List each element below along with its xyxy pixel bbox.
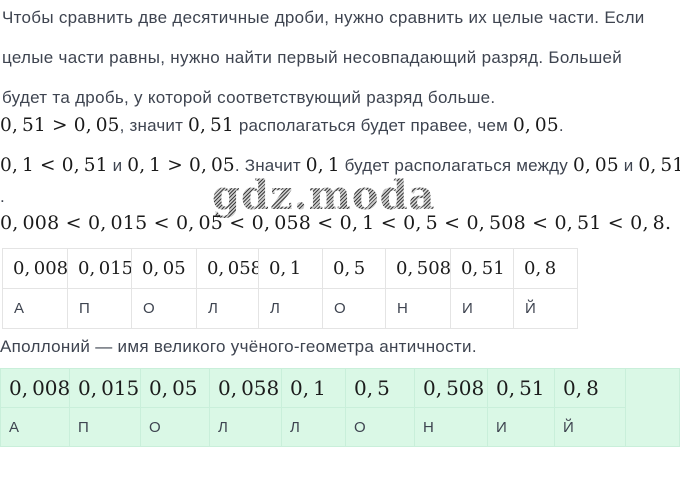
letter-cell: П bbox=[69, 407, 141, 447]
math-fragment: 0, 51 > 0, 05 bbox=[0, 115, 120, 136]
text-fragment: . bbox=[0, 187, 5, 206]
math-statement-wrap-dot: . bbox=[0, 182, 680, 212]
value-cell: 0, 058 bbox=[209, 368, 282, 408]
letter-cell: Н bbox=[414, 407, 488, 447]
value-cell: 0, 015 bbox=[69, 368, 141, 408]
value-cell: 0, 508 bbox=[385, 248, 451, 289]
text-fragment: будет располагаться между bbox=[339, 156, 573, 175]
letter-cell: Л bbox=[196, 288, 259, 329]
value-cell: 0, 51 bbox=[487, 368, 555, 408]
math-fragment: 0, 1 bbox=[305, 155, 340, 176]
letter-cell: О bbox=[131, 288, 197, 329]
letter-cell: А bbox=[0, 407, 70, 447]
value-cell: 0, 1 bbox=[281, 368, 346, 408]
value-cell: 0, 008 bbox=[2, 248, 68, 289]
math-fragment: 0, 1 > 0, 05 bbox=[127, 155, 235, 176]
math-fragment: 0, 51 bbox=[638, 155, 680, 176]
text-fragment: и bbox=[107, 156, 128, 175]
value-cell: 0, 1 bbox=[258, 248, 323, 289]
value-cell: 0, 8 bbox=[554, 368, 626, 408]
math-fragment: 0, 51 bbox=[188, 115, 234, 136]
value-cell: 0, 058 bbox=[196, 248, 259, 289]
gdz-moda-watermark: gdz.moda bbox=[212, 172, 436, 219]
explanation-paragraph: Чтобы сравнить две десятичные дроби, нуж… bbox=[2, 0, 678, 118]
letter-cell: Л bbox=[281, 407, 346, 447]
letter-cell: П bbox=[67, 288, 132, 329]
answer-table-white: 0, 008 0, 015 0, 05 0, 058 0, 1 0, 5 0, 508 0, … bbox=[2, 248, 578, 329]
letter-cell: Л bbox=[258, 288, 323, 329]
explanation-line-2: целые части равны, нужно найти первый не… bbox=[2, 48, 623, 67]
empty-cell bbox=[625, 368, 680, 447]
math-statement-1: 0, 51 > 0, 05, значит 0, 51 располагатьс… bbox=[0, 106, 680, 146]
letter-cell: Й bbox=[513, 288, 578, 329]
value-cell: 0, 5 bbox=[345, 368, 415, 408]
text-fragment: , значит bbox=[119, 116, 189, 135]
answer-table-green-band: 0, 008 0, 015 0, 05 0, 058 0, 1 0, 5 0, 508 0, … bbox=[0, 368, 680, 447]
math-statement-2: 0, 1 < 0, 51 и 0, 1 > 0, 05. Значит 0, 1… bbox=[0, 146, 680, 186]
table-row: 0, 008 0, 015 0, 05 0, 058 0, 1 0, 5 0, 508 0, … bbox=[2, 248, 578, 289]
letter-cell: Н bbox=[385, 288, 451, 329]
letter-cell: О bbox=[140, 407, 210, 447]
value-cell: 0, 05 bbox=[140, 368, 210, 408]
answer-note: Аполлоний — имя великого учёного-геометр… bbox=[0, 337, 477, 356]
letter-cell: И bbox=[487, 407, 555, 447]
text-fragment: . Значит bbox=[234, 156, 306, 175]
explanation-line-1: Чтобы сравнить две десятичные дроби, нуж… bbox=[2, 8, 645, 27]
value-cell: 0, 008 bbox=[0, 368, 70, 408]
value-cell: 0, 5 bbox=[322, 248, 386, 289]
letter-cell: О bbox=[322, 288, 386, 329]
answer-table-green: 0, 008 0, 015 0, 05 0, 058 0, 1 0, 5 0, 508 0, … bbox=[0, 368, 680, 447]
text-fragment: . bbox=[558, 116, 564, 135]
letter-cell: О bbox=[345, 407, 415, 447]
value-cell: 0, 508 bbox=[414, 368, 488, 408]
letter-cell: И bbox=[450, 288, 514, 329]
math-fragment: 0, 05 bbox=[512, 115, 559, 136]
math-fragment: 0, 05 bbox=[572, 155, 619, 176]
value-cell: 0, 51 bbox=[450, 248, 514, 289]
explanation-line-3: будет та дробь, у которой соответствующи… bbox=[2, 88, 496, 107]
inequality-line: 0, 008 < 0, 015 < 0, 05 < 0, 058 < 0, 1 … bbox=[0, 212, 672, 234]
math-fragment: 0, 1 < 0, 51 bbox=[0, 155, 108, 176]
value-cell: 0, 05 bbox=[131, 248, 197, 289]
text-fragment: и bbox=[618, 156, 639, 175]
letter-cell: А bbox=[2, 288, 68, 329]
table-row: 0, 008 0, 015 0, 05 0, 058 0, 1 0, 5 0, 508 0, … bbox=[0, 368, 680, 447]
letter-cell: Л bbox=[209, 407, 282, 447]
value-cell: 0, 015 bbox=[67, 248, 132, 289]
value-cell: 0, 8 bbox=[513, 248, 578, 289]
letter-cell: Й bbox=[554, 407, 626, 447]
text-fragment: располагаться будет правее, чем bbox=[233, 116, 513, 135]
